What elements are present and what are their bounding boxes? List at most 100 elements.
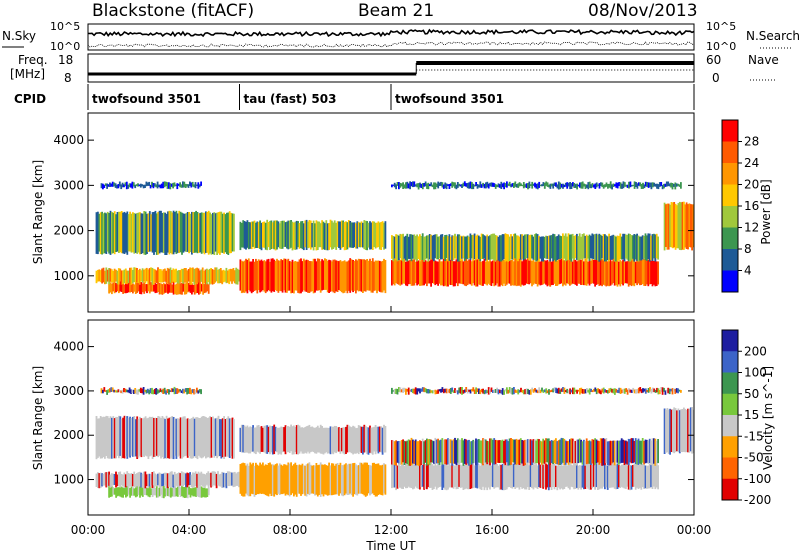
- echo-cell: [137, 418, 140, 458]
- echo-cell: [580, 182, 583, 189]
- echo-cell: [533, 464, 536, 488]
- echo-cell: [634, 463, 637, 490]
- echo-cell: [434, 234, 437, 259]
- echo-cell: [660, 182, 663, 187]
- colorbar-tick-label: 4: [744, 264, 752, 278]
- echo-cell: [355, 259, 357, 294]
- echo-cell: [174, 212, 176, 253]
- echo-cell: [222, 269, 225, 283]
- echo-cell: [494, 235, 497, 261]
- echo-cell: [463, 236, 466, 261]
- echo-cell: [302, 223, 305, 251]
- echo-cell: [618, 465, 620, 488]
- echo-cell: [369, 465, 371, 496]
- echo-cell: [574, 440, 577, 464]
- echo-cell: [406, 181, 409, 189]
- echo-cell: [398, 182, 400, 190]
- y-tick-label: 4000: [53, 133, 84, 147]
- echo-cell: [637, 438, 640, 465]
- echo-cell: [197, 390, 200, 394]
- echo-cell: [514, 389, 517, 393]
- echo-cell: [362, 426, 364, 455]
- velocity-echoes: [95, 386, 695, 499]
- echo-cell: [199, 418, 202, 458]
- echo-cell: [670, 182, 672, 188]
- echo-cell: [562, 387, 564, 392]
- echo-cell: [647, 259, 650, 287]
- echo-cell: [277, 427, 280, 455]
- echo-cell: [240, 223, 243, 248]
- echo-cell: [186, 270, 189, 284]
- echo-cell: [549, 462, 552, 488]
- echo-cell: [156, 389, 159, 394]
- echo-cell: [162, 269, 165, 283]
- echo-cell: [225, 267, 228, 284]
- echo-cell: [162, 473, 165, 486]
- echo-cell: [599, 438, 602, 464]
- echo-cell: [553, 387, 556, 392]
- echo-cell: [111, 387, 114, 392]
- echo-cell: [363, 462, 366, 496]
- echo-cell: [594, 183, 597, 189]
- echo-cell: [373, 462, 376, 495]
- echo-cell: [176, 282, 179, 295]
- echo-cell: [124, 474, 127, 488]
- echo-cell: [164, 268, 166, 282]
- echo-cell: [102, 473, 105, 486]
- x-tick-label: 00:00: [677, 523, 712, 537]
- echo-cell: [524, 389, 527, 395]
- echo-cell: [640, 462, 643, 490]
- echo-cell: [155, 213, 158, 255]
- echo-cell: [189, 418, 192, 459]
- echo-cell: [490, 465, 493, 487]
- echo-cell: [646, 260, 648, 285]
- echo-cell: [380, 261, 383, 293]
- echo-cell: [191, 389, 194, 393]
- echo-cell: [542, 464, 545, 489]
- echo-cell: [473, 389, 476, 394]
- echo-cell: [140, 282, 143, 295]
- echo-cell: [616, 389, 619, 393]
- echo-cell: [215, 267, 218, 282]
- echo-cell: [269, 425, 271, 455]
- echo-cell: [527, 388, 529, 394]
- echo-cell: [491, 233, 494, 260]
- echo-cell: [190, 182, 193, 188]
- echo-cell: [595, 463, 598, 488]
- echo-cell: [479, 181, 482, 188]
- echo-cell: [260, 426, 263, 452]
- echo-cell: [654, 258, 657, 287]
- echo-cell: [167, 211, 169, 253]
- echo-cell: [120, 390, 123, 394]
- echo-cell: [176, 418, 179, 457]
- echo-cell: [654, 389, 657, 393]
- echo-cell: [171, 416, 174, 459]
- echo-cell: [232, 268, 235, 282]
- echo-cell: [560, 437, 563, 465]
- echo-cell: [121, 389, 124, 394]
- freq-unit-label: [MHz]: [10, 67, 45, 81]
- echo-cell: [151, 267, 154, 285]
- echo-cell: [406, 462, 409, 489]
- echo-cell: [262, 261, 264, 291]
- echo-cell: [353, 222, 356, 248]
- echo-cell: [101, 268, 103, 284]
- echo-cell: [99, 416, 102, 459]
- echo-cell: [410, 437, 413, 466]
- x-tick-label: 16:00: [475, 523, 510, 537]
- echo-cell: [148, 389, 151, 395]
- echo-cell: [266, 425, 269, 454]
- nave-tick-bottom: 0: [712, 71, 720, 85]
- echo-cell: [132, 389, 135, 394]
- echo-cell: [514, 258, 517, 286]
- echo-cell: [144, 184, 146, 188]
- echo-cell: [522, 465, 525, 489]
- echo-cell: [129, 267, 131, 285]
- echo-cell: [192, 472, 194, 488]
- echo-cell: [484, 439, 487, 463]
- echo-cell: [670, 202, 673, 248]
- echo-cell: [161, 416, 164, 458]
- echo-cell: [250, 261, 253, 294]
- echo-cell: [264, 464, 267, 496]
- echo-cell: [312, 258, 315, 294]
